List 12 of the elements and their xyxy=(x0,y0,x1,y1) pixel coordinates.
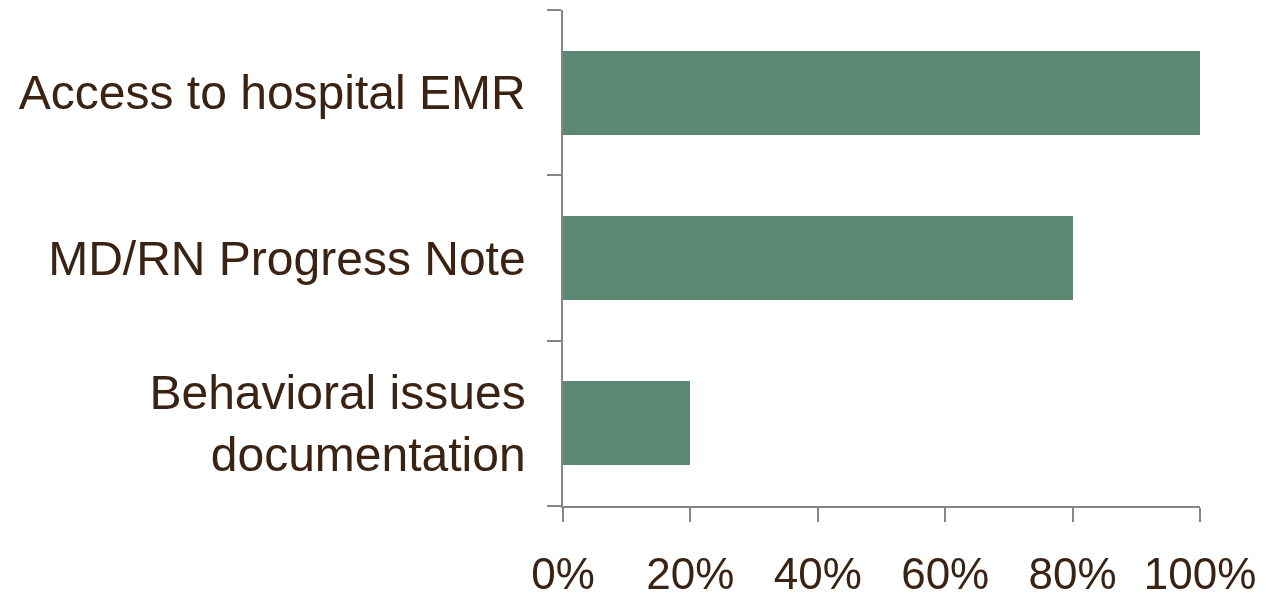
y-tick-label: MD/RN Progress Note xyxy=(48,231,526,285)
bar xyxy=(563,51,1200,135)
x-tick-label: 0% xyxy=(531,548,595,598)
x-tick-label: 40% xyxy=(773,548,862,598)
bar xyxy=(563,381,690,465)
x-tick-label: 20% xyxy=(646,548,735,598)
bar xyxy=(563,216,1073,300)
x-tick-label: 100% xyxy=(1143,548,1257,598)
y-tick-label: Behavioral issues documentation xyxy=(149,365,526,482)
y-tick-label: Access to hospital EMR xyxy=(18,66,526,120)
x-tick-label: 80% xyxy=(1028,548,1117,598)
x-tick-label: 60% xyxy=(901,548,990,598)
